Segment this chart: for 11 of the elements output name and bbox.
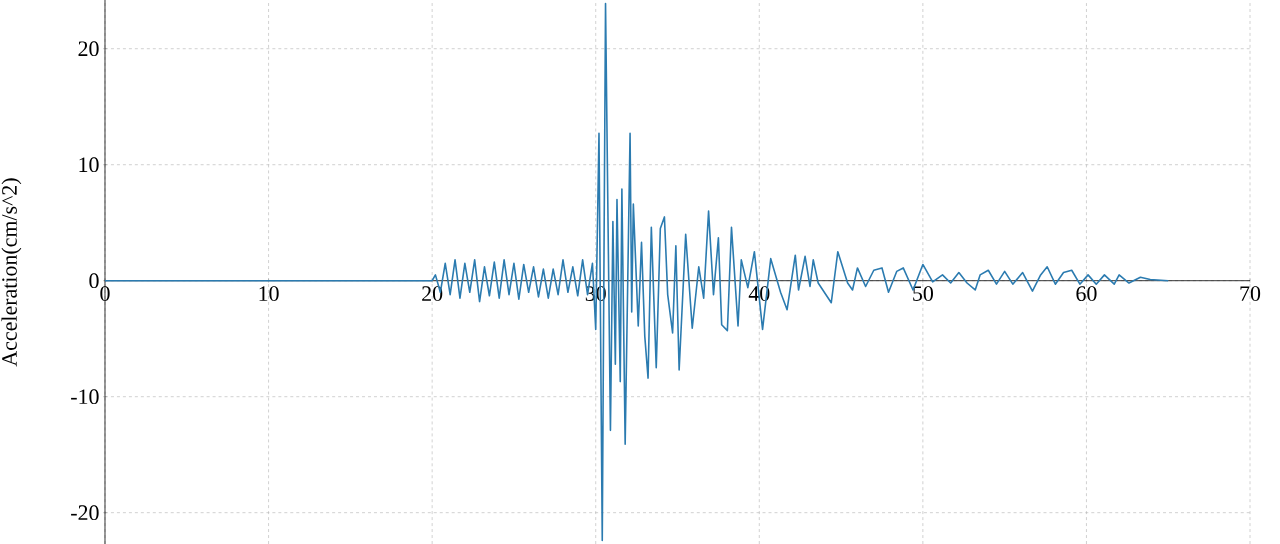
x-tick-label: 0 — [100, 286, 110, 301]
y-axis-title: Acceleration(cm/s^2) — [1, 178, 22, 367]
y-tick-label: 0 — [89, 273, 99, 289]
x-tick-label: 70 — [1240, 286, 1261, 301]
y-tick-label: 10 — [79, 157, 99, 173]
x-tick-label: 50 — [913, 286, 933, 301]
y-tick-label: 20 — [78, 41, 99, 57]
y-tick-label: -20 — [71, 505, 99, 521]
x-tick-label: 60 — [1076, 286, 1097, 301]
y-tick-label: -10 — [71, 389, 99, 405]
x-tick-label: 10 — [259, 286, 279, 301]
